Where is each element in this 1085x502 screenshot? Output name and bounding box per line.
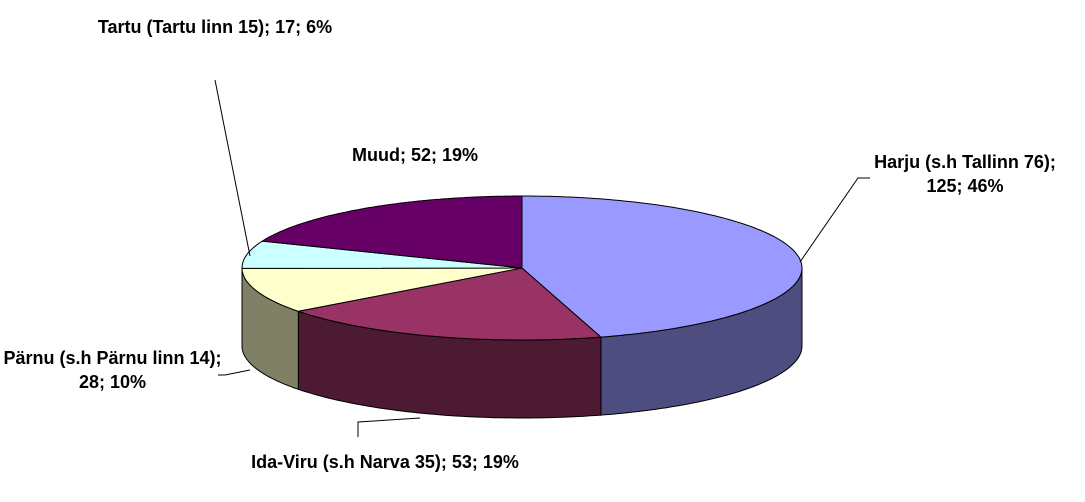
- slice: [241, 240, 523, 269]
- data-label: Pärnu (s.h Pärnu linn 14); 28; 10%: [3, 348, 222, 392]
- data-label: Muud; 52; 19%: [351, 145, 479, 165]
- leader-line: [214, 79, 251, 257]
- data-label: Tartu (Tartu linn 15); 17; 6%: [97, 17, 333, 37]
- slice: [521, 195, 803, 338]
- leader-line: [357, 417, 421, 437]
- data-label: Ida-Viru (s.h Narva 35); 53; 19%: [251, 452, 519, 472]
- leader-line: [218, 369, 251, 376]
- slice: [241, 267, 523, 312]
- data-label: Harju (s.h Tallinn 76); 125; 46%: [874, 152, 1056, 196]
- leader-line: [799, 177, 870, 263]
- slice: [260, 195, 523, 269]
- slice: [296, 267, 603, 341]
